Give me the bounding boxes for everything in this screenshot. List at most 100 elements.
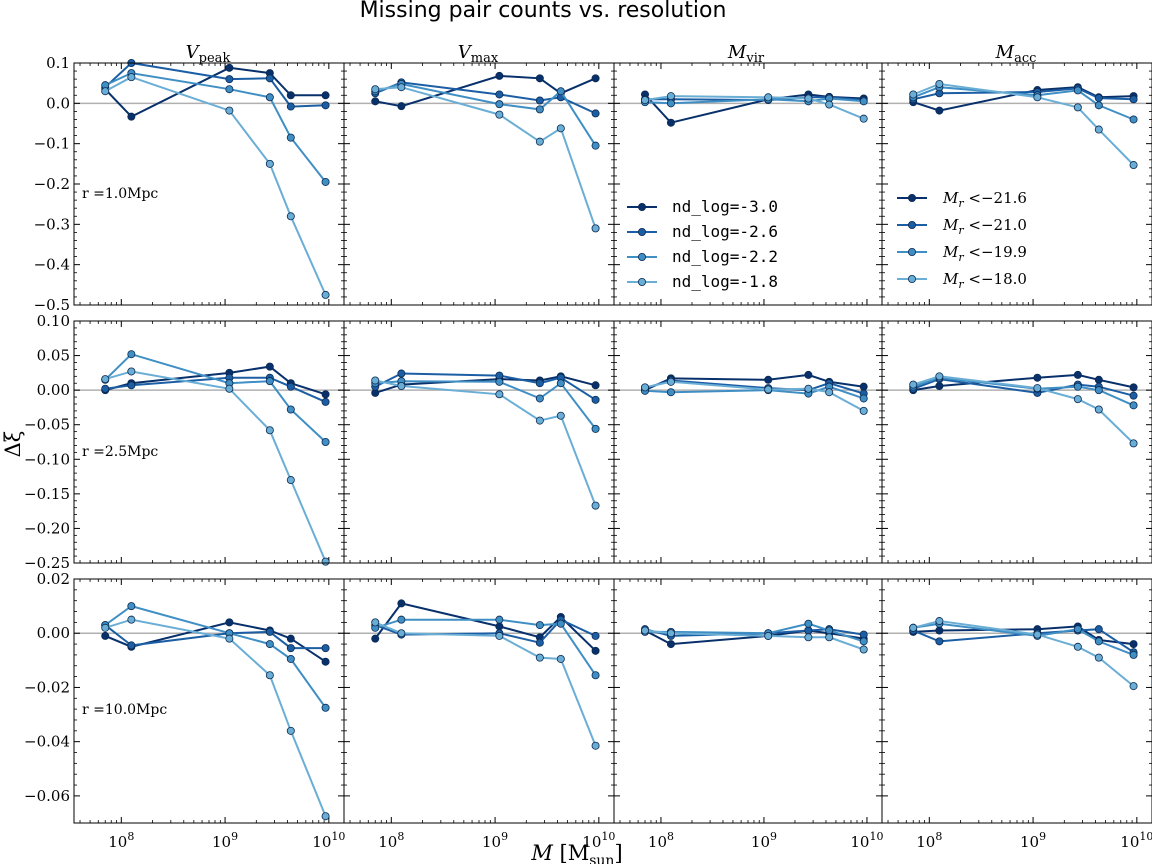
- data-point: [641, 96, 650, 105]
- data-point: [495, 390, 504, 399]
- data-point: [1094, 386, 1103, 395]
- y-tick-label: −0.2: [34, 175, 70, 193]
- data-point: [265, 74, 274, 83]
- data-point: [265, 159, 274, 168]
- minor-ticks: [344, 579, 614, 823]
- panel-r3-c3: 108 109 1010: [613, 578, 883, 851]
- data-point: [764, 93, 773, 102]
- series-line-4: [374, 621, 597, 747]
- data-point: [371, 618, 380, 627]
- data-point: [1094, 375, 1103, 384]
- series-line-4: [104, 370, 327, 562]
- data-point: [859, 97, 868, 106]
- panel-frame: [613, 578, 883, 824]
- y-tick-label: 0.00: [37, 624, 70, 642]
- x-tick-label: 109: [212, 830, 238, 851]
- data-point: [825, 388, 834, 397]
- data-point: [1129, 640, 1138, 649]
- row-label: r =10.0Mpc: [82, 702, 167, 718]
- data-point: [225, 634, 234, 643]
- y-tick-label: −0.10: [24, 450, 70, 468]
- minor-ticks: [614, 579, 882, 823]
- y-tick-label: −0.5: [34, 296, 70, 314]
- panel-r2-c3: [613, 320, 883, 564]
- data-point: [666, 377, 675, 386]
- series-line-2: [644, 628, 864, 637]
- data-point: [535, 621, 544, 630]
- series-line-1: [104, 365, 326, 396]
- data-point: [591, 501, 600, 510]
- series-line-1: [375, 74, 596, 108]
- data-point: [371, 85, 380, 94]
- data-point: [265, 362, 274, 371]
- data-point: [397, 381, 406, 390]
- data-point: [1094, 405, 1103, 414]
- data-point: [321, 557, 330, 566]
- data-point: [804, 633, 813, 642]
- y-tick-label: 0.10: [37, 312, 70, 330]
- data-point: [556, 87, 565, 96]
- x-tick-label: 108: [648, 830, 674, 851]
- panel-r2-c4: [881, 320, 1152, 564]
- panel-r1-c2: [343, 62, 615, 306]
- panel-frame: [343, 320, 615, 564]
- data-point: [495, 631, 504, 640]
- data-point: [641, 383, 650, 392]
- column-title: Mvir: [727, 42, 765, 66]
- panel-grid: 0.1 0.0 −0.1 −0.2 −0.3 −0.4 −0.50.10 0.05 0.00 −0…: [24, 42, 1152, 851]
- legend-label: nd_log=-2.6: [672, 222, 778, 241]
- data-point: [371, 97, 380, 106]
- data-point: [265, 671, 274, 680]
- data-point: [825, 100, 834, 109]
- data-point: [935, 106, 944, 115]
- data-point: [1094, 653, 1103, 662]
- data-point: [127, 641, 136, 650]
- y-tick-label: 0.0: [46, 94, 70, 112]
- row-label: r =1.0Mpc: [82, 186, 158, 202]
- data-point: [1033, 373, 1042, 382]
- data-point: [804, 619, 813, 628]
- data-point: [556, 124, 565, 133]
- data-point: [591, 671, 600, 680]
- series-line-2: [104, 624, 326, 650]
- column-title: Vpeak: [186, 42, 231, 66]
- data-point: [127, 73, 136, 82]
- data-point: [1129, 682, 1138, 691]
- data-point: [764, 385, 773, 394]
- data-point: [321, 101, 330, 110]
- x-tick-label: 108: [108, 830, 134, 851]
- data-point: [591, 631, 600, 640]
- data-point: [127, 112, 136, 121]
- data-point: [859, 630, 868, 639]
- data-point: [1129, 383, 1138, 392]
- data-point: [225, 75, 234, 84]
- data-point: [935, 372, 944, 381]
- x-tick-label: 109: [751, 830, 777, 851]
- data-point: [825, 626, 834, 635]
- data-point: [1033, 630, 1042, 639]
- data-point: [265, 377, 274, 386]
- data-point: [909, 380, 918, 389]
- data-point: [666, 118, 675, 127]
- data-point: [495, 622, 504, 631]
- series-line-3: [374, 618, 597, 676]
- data-point: [286, 212, 295, 221]
- data-point: [127, 350, 136, 359]
- data-point: [535, 379, 544, 388]
- data-point: [127, 615, 136, 624]
- data-point: [321, 290, 330, 299]
- panel-r2-c2: [343, 320, 615, 564]
- data-point: [535, 96, 544, 105]
- data-point: [321, 437, 330, 446]
- data-point: [1033, 384, 1042, 393]
- legend-label: nd_log=-3.0: [672, 197, 778, 216]
- data-point: [225, 63, 234, 72]
- data-point: [225, 618, 234, 627]
- series-line-2: [374, 372, 597, 401]
- data-point: [764, 631, 773, 640]
- data-point: [225, 106, 234, 115]
- x-tick-label: 1010: [1120, 830, 1152, 851]
- data-point: [1073, 370, 1082, 379]
- series-line-4: [374, 379, 597, 506]
